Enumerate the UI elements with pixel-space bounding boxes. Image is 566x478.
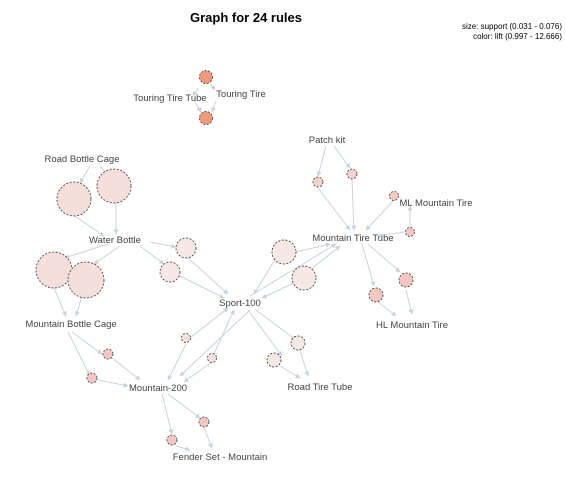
- rule-node[interactable]: [102, 348, 114, 360]
- edge: [167, 393, 201, 419]
- rule-node[interactable]: [67, 261, 105, 299]
- edge: [377, 231, 405, 238]
- edge: [351, 179, 357, 231]
- rule-node[interactable]: [207, 353, 217, 363]
- rule-node[interactable]: [166, 434, 178, 446]
- edge: [161, 393, 174, 435]
- rule-node[interactable]: [199, 111, 213, 125]
- edge: [193, 99, 202, 113]
- legend-color: color: lift (0.997 - 12.666): [473, 32, 562, 41]
- item-label-road-bottle-cage: Road Bottle Cage: [45, 154, 120, 165]
- edge: [192, 87, 199, 97]
- rule-node[interactable]: [159, 261, 181, 283]
- edge: [317, 187, 351, 231]
- edges: [53, 82, 414, 452]
- edge: [333, 145, 351, 169]
- item-label-ml-mountain-tire: ML Mountain Tire: [399, 198, 472, 209]
- item-label-touring-tire: Touring Tire: [216, 89, 266, 100]
- edge: [187, 257, 229, 295]
- edge: [175, 273, 225, 299]
- item-label-mountain-bottle-cage: Mountain Bottle Cage: [25, 319, 116, 330]
- rule-node[interactable]: [198, 416, 210, 428]
- edge: [63, 243, 109, 260]
- legend-size: size: support (0.031 - 0.076): [462, 22, 562, 31]
- edge: [71, 331, 103, 355]
- edge: [249, 243, 337, 297]
- edge: [295, 242, 331, 253]
- rule-node[interactable]: [35, 251, 73, 289]
- edge: [71, 213, 105, 237]
- edge: [175, 445, 191, 452]
- item-label-mountain-200: Mountain-200: [129, 383, 187, 394]
- edge: [79, 165, 91, 184]
- edge: [183, 361, 213, 383]
- rule-node[interactable]: [271, 239, 297, 265]
- item-label-patch-kit: Patch kit: [309, 135, 346, 146]
- edge: [377, 301, 397, 317]
- rule-node[interactable]: [291, 265, 317, 291]
- edge: [316, 145, 327, 177]
- edge: [255, 309, 297, 341]
- edge: [189, 307, 229, 339]
- item-label-mountain-tire-tube: Mountain Tire Tube: [312, 233, 393, 244]
- edge: [279, 365, 301, 379]
- edge: [299, 349, 310, 377]
- item-label-hl-mountain-tire: HL Mountain Tire: [376, 320, 448, 331]
- edge: [167, 343, 187, 381]
- edge: [309, 245, 341, 271]
- rule-node[interactable]: [290, 335, 306, 351]
- edge: [209, 82, 216, 91]
- edge: [179, 309, 251, 377]
- edge: [139, 245, 165, 265]
- edge: [149, 241, 177, 249]
- item-label-sport-100: Sport-100: [219, 298, 261, 309]
- edge: [93, 245, 121, 265]
- item-label-road-tire-tube: Road Tire Tube: [288, 382, 353, 393]
- rule-node[interactable]: [181, 333, 191, 343]
- item-label-water-bottle: Water Bottle: [89, 235, 141, 246]
- edge: [261, 281, 297, 299]
- rule-node[interactable]: [96, 168, 132, 204]
- rule-node[interactable]: [266, 352, 282, 368]
- edge: [361, 243, 376, 287]
- rule-node[interactable]: [368, 287, 384, 303]
- rule-node[interactable]: [86, 372, 98, 384]
- edge: [213, 309, 235, 355]
- rule-node[interactable]: [398, 272, 414, 288]
- rule-node[interactable]: [389, 191, 399, 201]
- edge: [111, 357, 141, 381]
- edge: [365, 199, 395, 231]
- edge: [74, 295, 83, 317]
- rule-node[interactable]: [346, 168, 358, 180]
- edge: [247, 309, 283, 357]
- item-label-fender-set-mountain: Fender Set - Mountain: [173, 452, 268, 463]
- rule-node[interactable]: [199, 70, 213, 84]
- edge: [203, 427, 213, 449]
- edge: [97, 379, 129, 388]
- item-label-touring-tire-tube: Touring Tire Tube: [133, 93, 206, 104]
- edge: [405, 289, 414, 315]
- graph-title: Graph for 24 rules: [190, 10, 302, 25]
- edge: [211, 100, 217, 113]
- rule-node[interactable]: [175, 237, 197, 259]
- rule-node[interactable]: [56, 181, 92, 217]
- edge: [253, 257, 277, 295]
- rule-node[interactable]: [312, 176, 324, 188]
- edge: [53, 287, 67, 317]
- item-labels: Touring Tire Tube Touring Tire Patch kit…: [25, 89, 472, 463]
- rule-nodes: [35, 70, 415, 446]
- rule-node[interactable]: [405, 227, 415, 237]
- edge: [67, 331, 91, 377]
- edge: [367, 243, 401, 273]
